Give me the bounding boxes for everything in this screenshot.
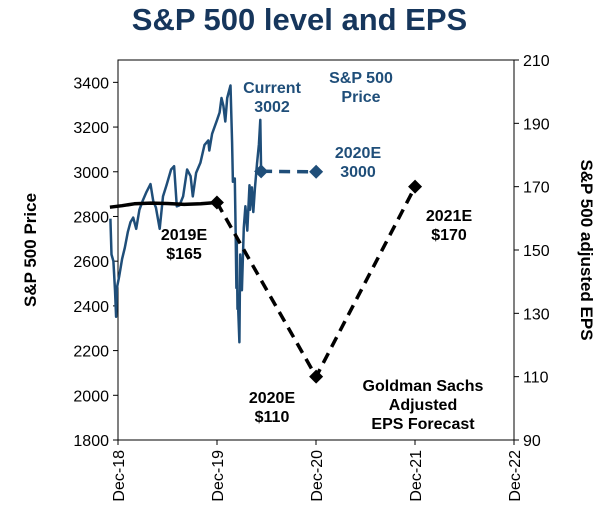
x-tick-label: Dec-22 (507, 450, 524, 502)
annotation-2019e-165: 2019E $165 (161, 227, 208, 263)
marker-layer (209, 164, 423, 384)
ticks-layer: 1800 2000 2200 2400 2600 2800 3000 3200 3400 90 11… (73, 53, 549, 502)
y-right-tick-label: 170 (523, 180, 550, 197)
y-right-tick-label: 190 (523, 116, 550, 133)
annotation-line: S&P 500 (329, 70, 393, 87)
annotation-line: 2020E (249, 390, 296, 407)
y-right-tick-label: 90 (523, 433, 541, 450)
y-left-axis-title: S&P 500 Price (21, 193, 40, 307)
annotation-line: 2019E (161, 227, 208, 244)
y-right-tick-label: 130 (523, 306, 550, 323)
y-left-tick-label: 2000 (73, 388, 109, 405)
series-trailing-eps (109, 200, 218, 209)
y-left-tick-label: 2600 (73, 254, 109, 271)
annotation-line: $110 (255, 409, 290, 426)
annotation-s-p-500-price: S&P 500 Price (329, 70, 393, 106)
data-point-marker (309, 369, 324, 384)
annotation-2020e-110: 2020E $110 (249, 390, 296, 426)
y-right-tick-label: 210 (523, 53, 550, 70)
annotation-line: $165 (166, 246, 202, 263)
annotation-current-3002: Current 3002 (243, 80, 301, 116)
y-left-tick-label: 2200 (73, 344, 109, 361)
series-s-p-500-price (109, 84, 263, 344)
chart-title: S&P 500 level and EPS (131, 2, 468, 37)
y-right-tick-label: 110 (523, 370, 549, 387)
annotation-line: Goldman Sachs (363, 378, 484, 395)
annotation-line: EPS Forecast (371, 416, 475, 433)
annotation-line: 2021E (426, 208, 473, 225)
y-left-tick-label: 2800 (73, 209, 109, 226)
x-tick-label: Dec-21 (408, 450, 425, 502)
label-layer: S&P 500 Price S&P 500 adjusted EPS Current… (21, 70, 596, 433)
annotation-line: 3002 (254, 99, 290, 116)
y-left-tick-label: 3400 (73, 75, 109, 92)
y-left-tick-label: 2400 (73, 299, 109, 316)
y-left-tick-label: 3200 (73, 120, 109, 137)
annotation-line: 3000 (340, 164, 376, 181)
annotation-line: Price (341, 89, 380, 106)
series-layer (109, 84, 417, 379)
annotation-line: 2020E (335, 145, 382, 162)
annotation-2021e-170: 2021E $170 (426, 208, 473, 244)
annotation-line: $170 (431, 227, 467, 244)
y-left-tick-label: 3000 (73, 165, 109, 182)
annotation-goldman-sachs-adjusted-eps-forecast: Goldman Sachs Adjusted EPS Forecast (363, 378, 484, 433)
y-right-axis-title: S&P 500 adjusted EPS (577, 159, 596, 340)
x-tick-label: Dec-18 (111, 450, 128, 502)
y-left-tick-label: 1800 (73, 433, 109, 450)
data-point-marker (309, 164, 324, 179)
data-point-marker (254, 164, 269, 179)
annotation-2020e-3000: 2020E 3000 (335, 145, 382, 181)
annotation-line: Adjusted (389, 397, 457, 414)
data-point-marker (408, 179, 423, 194)
x-tick-label: Dec-19 (210, 450, 227, 502)
annotation-line: Current (243, 80, 301, 97)
x-tick-label: Dec-20 (309, 450, 326, 502)
y-right-tick-label: 150 (523, 243, 550, 260)
data-point-marker (209, 195, 224, 210)
series-2020e-3000 (261, 169, 317, 174)
